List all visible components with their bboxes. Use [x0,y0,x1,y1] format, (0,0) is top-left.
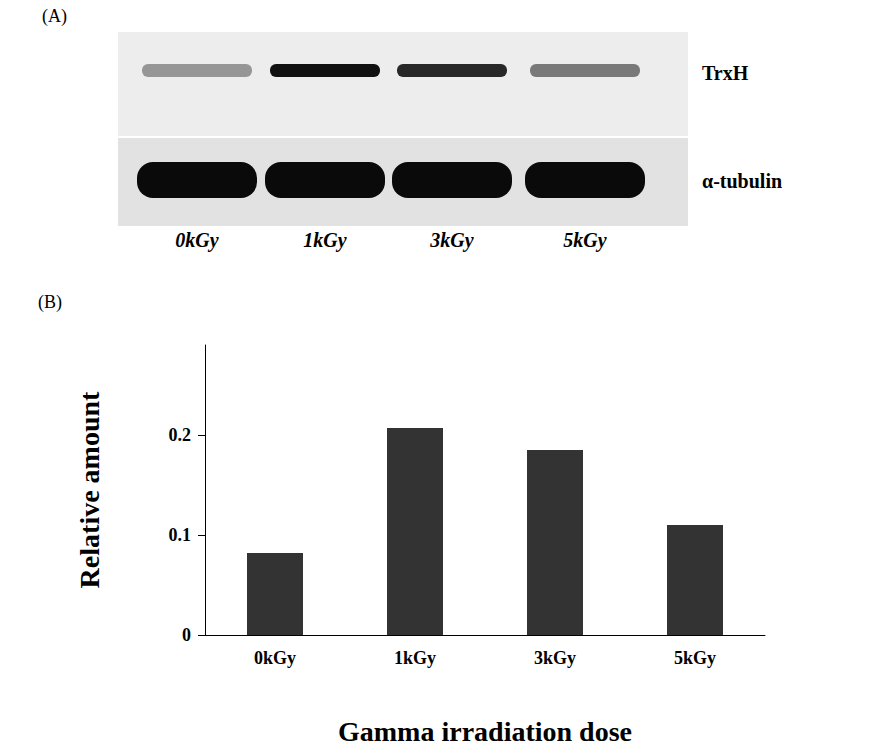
svg-text:1kGy: 1kGy [394,648,436,668]
svg-text:3kGy: 3kGy [429,229,473,252]
svg-text:α-tubulin: α-tubulin [702,170,782,192]
svg-text:5kGy: 5kGy [563,229,606,252]
svg-text:0kGy: 0kGy [254,648,296,668]
svg-text:Gamma irradiation dose: Gamma irradiation dose [338,716,632,747]
svg-text:1kGy: 1kGy [303,229,346,252]
svg-text:0.1: 0.1 [169,525,192,545]
svg-text:0kGy: 0kGy [175,229,218,252]
svg-text:Relative amount: Relative amount [74,391,105,588]
svg-text:TrxH: TrxH [702,62,749,84]
svg-text:(A): (A) [42,6,67,27]
svg-text:0: 0 [182,625,191,645]
svg-text:3kGy: 3kGy [534,648,576,668]
svg-text:0.2: 0.2 [169,425,192,445]
svg-text:(B): (B) [38,292,62,313]
svg-text:5kGy: 5kGy [674,648,716,668]
